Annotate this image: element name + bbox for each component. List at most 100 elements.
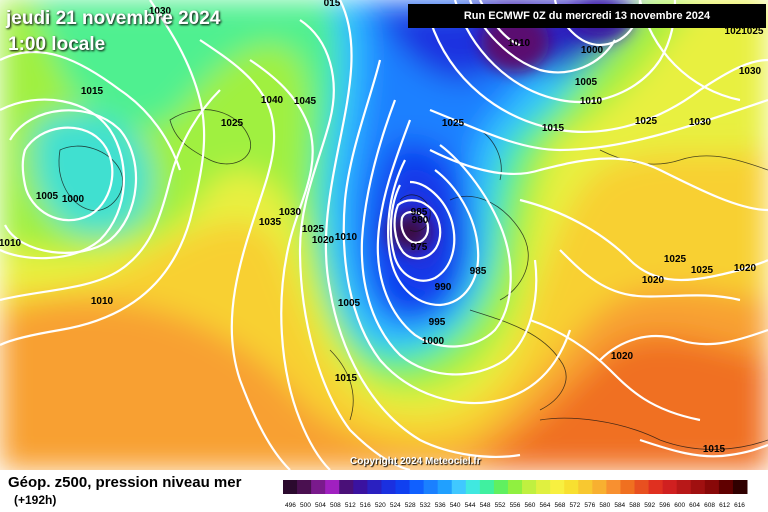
- pressure-label: 1025: [302, 224, 325, 235]
- pressure-label: 1015: [335, 373, 358, 384]
- pressure-label: 1020: [312, 235, 335, 246]
- pressure-label: 985: [411, 207, 428, 218]
- model-run-banner: Run ECMWF 0Z du mercredi 13 novembre 202…: [408, 4, 766, 28]
- pressure-label: 1021025: [725, 26, 764, 37]
- scale-swatch: [493, 480, 509, 494]
- scale-swatch: [564, 480, 579, 494]
- isobars: [0, 0, 768, 470]
- pressure-label: 980: [412, 215, 429, 226]
- pressure-labels: 1030 015 1015 1040 1045 1025 1010 1000 1021025 10…: [0, 0, 764, 455]
- pressure-label: 1000: [62, 194, 85, 205]
- pressure-label: 1030: [149, 6, 172, 17]
- pressure-label: 975: [411, 242, 428, 253]
- scale-tick-label: 548: [480, 502, 491, 509]
- scale-tick-label: 580: [599, 502, 610, 509]
- scale-swatch: [367, 480, 382, 494]
- pressure-label: 1005: [36, 191, 59, 202]
- forecast-map: 1030 015 1015 1040 1045 1025 1010 1000 1021025 10…: [0, 0, 768, 470]
- scale-tick-label: 524: [390, 502, 401, 509]
- scale-tick-label: 552: [495, 502, 506, 509]
- pressure-label: 1020: [611, 351, 634, 362]
- pressure-label: 1035: [259, 217, 282, 228]
- scale-tick-label: 496: [285, 502, 296, 509]
- scale-swatch: [325, 480, 340, 494]
- scale-tick-label: 584: [614, 502, 625, 509]
- scale-swatch: [718, 480, 734, 494]
- scale-swatch: [676, 480, 692, 494]
- scale-tick-label: 520: [375, 502, 386, 509]
- scale-swatch: [479, 480, 495, 494]
- scale-tick-label: 604: [689, 502, 700, 509]
- scale-tick-label: 576: [584, 502, 595, 509]
- pressure-label: 1005: [338, 298, 361, 309]
- pressure-label: 1040: [261, 95, 284, 106]
- pressure-label: 1020: [642, 275, 665, 286]
- pressure-label: 1015: [703, 444, 726, 455]
- scale-tick-label: 564: [540, 502, 551, 509]
- scale-swatch: [536, 480, 551, 494]
- scale-tick-label: 596: [659, 502, 670, 509]
- forecast-date: jeudi 21 novembre 2024: [6, 8, 221, 29]
- pressure-label: 1030: [739, 66, 762, 77]
- scale-swatch: [550, 480, 565, 494]
- scale-tick-label: 600: [674, 502, 685, 509]
- pressure-label: 1025: [635, 116, 658, 127]
- scale-tick-label: 500: [300, 502, 311, 509]
- scale-swatch: [451, 480, 467, 494]
- scale-tick-label: 540: [450, 502, 461, 509]
- scale-swatch: [648, 480, 664, 494]
- copyright-notice: Copyright 2024 Meteociel.fr: [350, 456, 481, 467]
- scale-tick-label: 616: [734, 502, 745, 509]
- scale-tick-label: 504: [315, 502, 326, 509]
- pressure-label: 1010: [580, 96, 603, 107]
- scale-swatch: [620, 480, 636, 494]
- scale-tick-label: 568: [554, 502, 565, 509]
- scale-tick-label: 512: [345, 502, 356, 509]
- scale-tick-label: 608: [704, 502, 715, 509]
- forecast-local-time: 1:00 locale: [8, 34, 106, 55]
- scale-swatch: [395, 480, 411, 494]
- scale-swatch: [381, 480, 396, 494]
- pressure-label: 1015: [81, 86, 104, 97]
- pressure-label: 1000: [581, 45, 604, 56]
- pressure-label: 1025: [691, 265, 714, 276]
- pressure-label: 1000: [422, 336, 445, 347]
- scale-swatch: [339, 480, 354, 494]
- legend-subtitle: (+192h): [14, 493, 57, 507]
- pressure-label: 1045: [294, 96, 317, 107]
- scale-tick-label: 572: [569, 502, 580, 509]
- pressure-label: 1010: [0, 238, 22, 249]
- scale-tick-label: 532: [420, 502, 431, 509]
- pressure-label: 1015: [542, 123, 565, 134]
- pressure-label: 1010: [91, 296, 114, 307]
- scale-tick-label: 556: [510, 502, 521, 509]
- scale-tick-label: 544: [465, 502, 476, 509]
- pressure-label: 1025: [442, 118, 465, 129]
- scale-swatch: [465, 480, 481, 494]
- scale-swatch: [423, 480, 439, 494]
- scale-tick-label: 592: [644, 502, 655, 509]
- pressure-label: 1005: [575, 77, 598, 88]
- scale-swatch: [732, 480, 748, 494]
- scale-swatch: [437, 480, 453, 494]
- scale-swatch: [311, 480, 326, 494]
- pressure-label: 015: [324, 0, 341, 9]
- scale-swatch: [704, 480, 720, 494]
- scale-tick-label: 560: [525, 502, 536, 509]
- legend-footer: Géop. z500, pression niveau mer (+192h) …: [0, 470, 768, 512]
- pressure-label: 1030: [689, 117, 712, 128]
- pressure-label: 1025: [221, 118, 244, 129]
- scale-swatch: [592, 480, 607, 494]
- scale-swatch: [353, 480, 368, 494]
- scale-swatch: [662, 480, 678, 494]
- scale-tick-label: 528: [405, 502, 416, 509]
- scale-swatch: [507, 480, 523, 494]
- pressure-label: 1010: [508, 38, 531, 49]
- scale-tick-label: 588: [629, 502, 640, 509]
- scale-swatch: [578, 480, 593, 494]
- scale-swatch: [522, 480, 537, 494]
- pressure-label: 1020: [734, 263, 757, 274]
- scale-tick-label: 516: [360, 502, 371, 509]
- pressure-label: 1030: [279, 207, 302, 218]
